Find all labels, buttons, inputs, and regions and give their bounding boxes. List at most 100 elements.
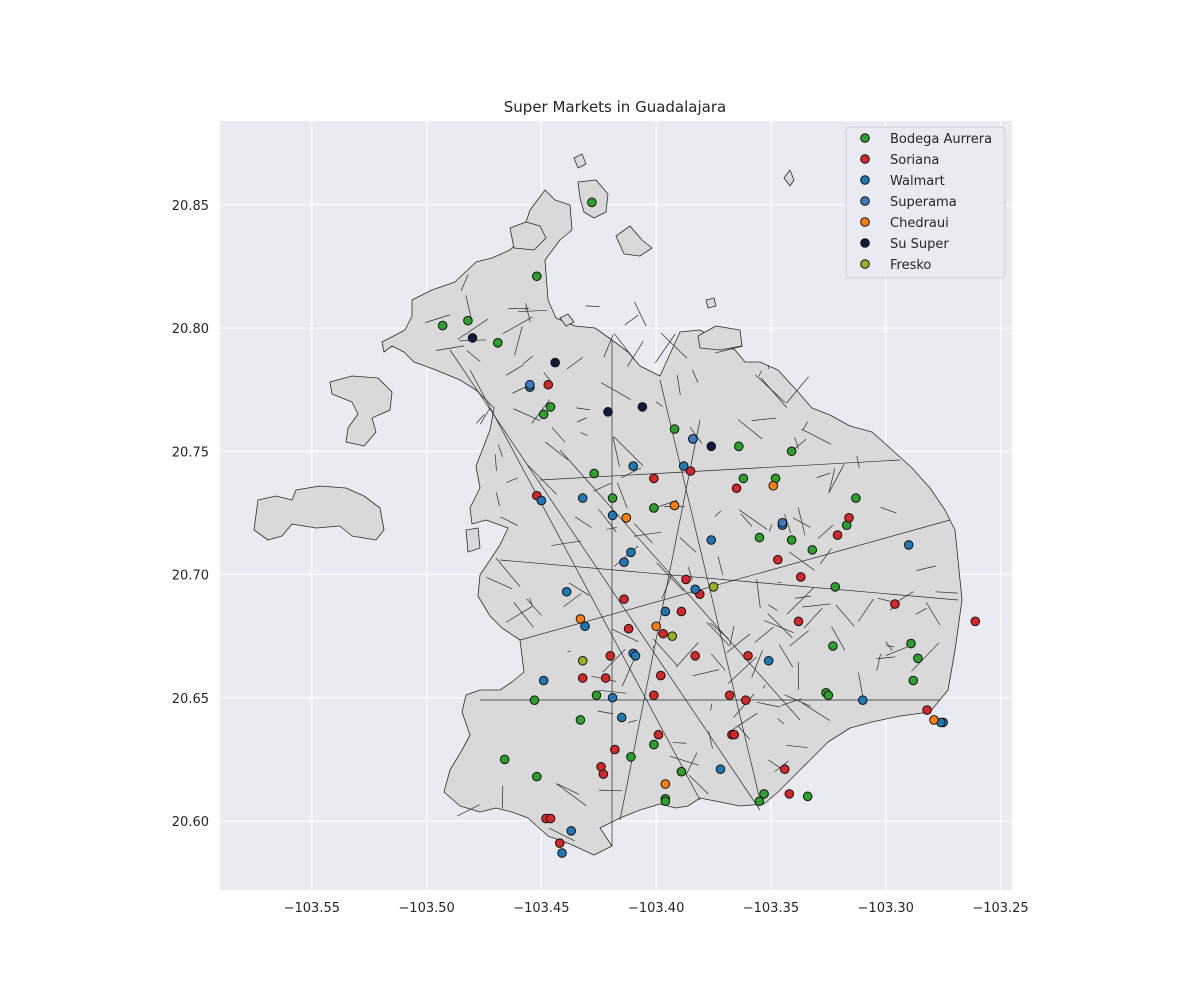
legend-label-superama: Superama [890,195,957,210]
street-segment [457,318,488,340]
street-segment [726,633,751,654]
street-segment [679,537,697,553]
outlying-area-west [465,527,481,553]
street-segment [508,307,530,310]
street-segment [624,314,639,326]
chedraui-store-marker [575,614,586,624]
bodega-aurrera-store-marker [669,424,680,434]
street-segment [466,350,481,362]
soriana-store-marker [545,813,556,824]
street-segment [425,314,450,323]
chedraui-store-marker [660,779,671,789]
street-segment [526,598,542,616]
street-segment [634,523,653,544]
soriana-store-marker [779,764,790,775]
street-segment [633,531,662,537]
street-segment [794,595,811,599]
street-segment [497,444,503,457]
street-segment [551,427,566,443]
y-tick-label: 20.75 [172,445,209,460]
street-segment [740,513,753,527]
street-segment [505,605,534,623]
bodega-aurrera-store-marker [786,535,797,545]
su-super-store-marker [550,357,560,368]
legend-marker-fresko [860,259,870,269]
street-segment [754,626,774,643]
soriana-store-marker [793,616,804,627]
street-segment [620,467,642,479]
outlying-area-far-west [253,485,385,541]
street-segment [777,718,785,724]
street-segment [789,630,809,647]
street-segment [598,689,627,694]
street-segment [517,309,547,313]
chedraui-store-marker [768,480,779,491]
street-segment [501,785,504,809]
soriana-store-marker [784,789,795,799]
street-segment [762,684,766,689]
street-segment [556,783,580,795]
soriana-store-marker [832,530,843,540]
superama-store-marker [777,517,788,528]
street-segment [506,477,519,483]
street-segment [685,752,698,776]
street-segment [593,482,612,492]
street-segment [835,604,855,627]
x-tick-label: −103.55 [284,901,340,916]
street-segment [784,694,811,707]
street-segment [563,593,582,608]
y-tick-label: 20.70 [172,569,209,584]
street-segment [601,382,631,400]
soriana-store-marker [577,673,588,683]
street-segment [655,401,663,407]
avenue-line [559,449,801,721]
chedraui-store-marker [621,513,632,523]
street-segment [655,333,676,363]
street-segment [802,703,831,721]
street-segment [576,417,587,423]
x-tick-label: −103.40 [628,901,684,916]
soriana-store-marker [685,466,696,476]
legend-marker-chedraui [860,217,870,227]
bodega-aurrera-store-marker [532,271,542,282]
bodega-aurrera-store-marker [437,320,448,331]
soriana-store-marker [681,574,691,585]
soriana-store-marker [773,554,783,565]
street-segment [756,579,761,608]
street-segment [751,650,763,678]
street-segment [599,789,622,792]
soriana-store-marker [890,599,900,609]
street-segment [763,620,794,633]
legend-label-chedraui: Chedraui [890,216,949,231]
street-segment [760,377,788,408]
street-segment [710,653,726,671]
street-segment [675,641,699,668]
street-segment [692,369,699,383]
bodega-aurrera-store-marker [649,503,659,513]
street-segment [802,603,831,608]
su-super-store-marker [706,441,717,452]
street-segment [689,426,703,444]
avenue-line [539,459,901,481]
outlying-area-ne [615,225,653,257]
street-segment [751,417,777,421]
street-segment [858,598,874,622]
x-tick-label: −103.45 [513,901,569,916]
street-segment [598,508,617,533]
street-segment [755,374,786,403]
street-segment [612,437,620,467]
street-segment [737,419,763,440]
store-markers [437,197,981,858]
soriana-store-marker [649,690,659,701]
street-segment [660,332,688,359]
walmart-store-marker [715,764,726,775]
street-segment [768,524,773,532]
street-segment [614,333,636,361]
outlying-area-islet [705,297,717,309]
street-segment [803,607,823,629]
walmart-store-marker [630,651,641,661]
street-segment [797,507,806,536]
walmart-store-marker [566,826,577,836]
soriana-store-marker [796,572,806,582]
street-segment [801,428,832,445]
